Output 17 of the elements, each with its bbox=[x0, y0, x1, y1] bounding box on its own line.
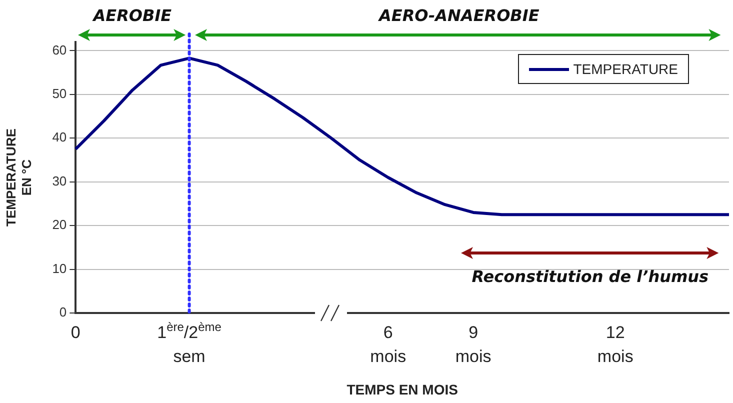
y-tick-label: 60 bbox=[52, 42, 67, 58]
y-tick-label: 0 bbox=[59, 304, 67, 320]
y-tick-label: 50 bbox=[52, 86, 67, 102]
text: AEROBIE bbox=[91, 6, 173, 25]
y-axis-title: TEMPERATURE EN °C bbox=[3, 128, 34, 226]
x-axis-title: TEMPS EN MOIS bbox=[346, 381, 458, 398]
x-tick-label: 9 mois bbox=[455, 323, 492, 366]
legend-label: TEMPERATURE bbox=[573, 61, 678, 77]
x-tick-label: 12 mois bbox=[597, 323, 634, 366]
y-tick-label: 30 bbox=[52, 173, 67, 188]
y-tick-label: 40 bbox=[52, 130, 67, 145]
annotation: Reconstitution de l’humus bbox=[471, 266, 709, 288]
x-tick-label: 6 mois bbox=[370, 323, 406, 366]
y-tick-label: 20 bbox=[52, 217, 67, 232]
y-tick-label: 10 bbox=[52, 260, 67, 276]
text: AERO-ANAEROBIE bbox=[377, 6, 540, 25]
x-tick-label: 0 bbox=[70, 323, 80, 342]
